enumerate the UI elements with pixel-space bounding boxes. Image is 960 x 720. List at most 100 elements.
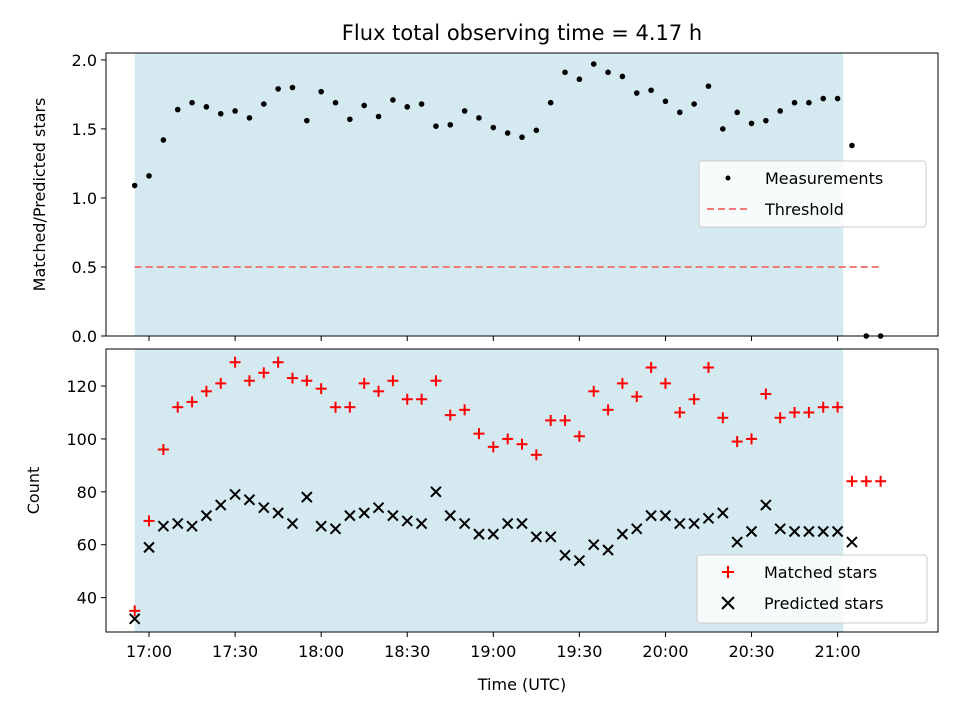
matched-star-point [674, 406, 686, 418]
measurement-point [763, 117, 769, 124]
measurement-point [318, 88, 324, 95]
predicted-star-point [128, 613, 141, 625]
measurement-point [375, 113, 382, 120]
matched-star-point [645, 362, 657, 374]
predicted-star-point [501, 517, 514, 530]
matched-star-point [229, 356, 241, 368]
x-axis-label: Time (UTC) [477, 675, 566, 694]
measurement-point [691, 101, 697, 107]
chart-title: Flux total observing time = 4.17 h [342, 21, 702, 45]
measurement-point [648, 87, 654, 94]
matched-star-point [459, 404, 471, 416]
top-ytick-label: 0.0 [72, 327, 97, 346]
matched-star-point [659, 377, 671, 389]
measurement-point [490, 124, 497, 131]
measurement-point [605, 69, 611, 76]
predicted-star-point [473, 528, 485, 540]
legend-measurements-marker [725, 175, 731, 181]
measurement-point [676, 109, 683, 116]
measurement-point [160, 137, 167, 143]
measurement-point [174, 106, 181, 113]
predicted-star-point [602, 544, 614, 556]
measurement-point [705, 83, 712, 89]
predicted-star-point [516, 517, 528, 530]
predicted-star-point [372, 501, 385, 514]
bottom-xtick-label: 21:00 [815, 642, 861, 661]
measurement-point [590, 61, 597, 67]
matched-star-point [258, 367, 270, 379]
measurement-point [447, 121, 454, 128]
predicted-star-point [760, 499, 772, 511]
measurement-point [203, 104, 210, 110]
bottom-y-axis-label: Count [24, 467, 43, 515]
matched-star-point [731, 436, 743, 448]
matched-star-point [588, 385, 600, 397]
bottom-xtick-label: 19:00 [470, 642, 516, 661]
measurement-point [834, 95, 841, 102]
matched-star-point [430, 375, 442, 387]
predicted-star-point [702, 512, 715, 524]
predicted-star-point [745, 525, 758, 538]
matched-star-point [401, 393, 413, 405]
predicted-star-point [415, 517, 428, 530]
top-ytick-label: 1.5 [72, 120, 97, 139]
matched-star-point [215, 377, 227, 389]
matched-star-point [616, 377, 628, 389]
measurement-point [720, 126, 726, 132]
predicted-star-point [659, 509, 672, 522]
predicted-star-point [803, 525, 815, 538]
predicted-star-point [157, 520, 170, 532]
predicted-star-point [243, 494, 256, 506]
measurement-point [260, 101, 267, 107]
predicted-star-point [229, 488, 241, 501]
predicted-star-point [688, 517, 700, 530]
legend-matched-label: Matched stars [764, 563, 877, 582]
matched-star-point [129, 605, 141, 617]
matched-star-point [545, 414, 557, 426]
predicted-star-point [487, 528, 500, 540]
matched-star-point [315, 383, 327, 395]
matched-star-point [760, 388, 772, 400]
matched-star-point [789, 406, 801, 418]
predicted-star-point [817, 525, 829, 538]
bottom-legend-box [696, 554, 928, 624]
legend-predicted-marker [721, 596, 735, 610]
bottom-xtick-label: 20:30 [728, 642, 774, 661]
matched-star-point [717, 412, 729, 424]
matched-star-point [373, 385, 385, 397]
legend-threshold-label: Threshold [764, 200, 844, 219]
predicted-star-point [631, 523, 643, 535]
bottom-ytick-label: 60 [77, 536, 97, 555]
measurement-point [562, 69, 568, 76]
measurement-point [547, 99, 554, 106]
measurement-point [433, 123, 439, 129]
predicted-star-point [588, 539, 600, 551]
predicted-star-point [717, 507, 729, 519]
matched-star-point [502, 433, 514, 445]
predicted-star-point [616, 528, 629, 540]
matched-star-point [272, 356, 284, 368]
matched-star-point [143, 515, 155, 527]
measurement-point [576, 76, 583, 83]
matched-star-point [817, 401, 829, 413]
top-legend: Measurements Threshold [698, 160, 927, 228]
predicted-star-point [258, 501, 270, 514]
matched-star-point [803, 406, 815, 418]
matched-star-point [860, 475, 872, 487]
measurement-point [347, 116, 353, 123]
predicted-star-point [200, 509, 213, 522]
matched-star-point [387, 375, 399, 387]
measurement-point [820, 95, 827, 102]
predicted-star-point [645, 509, 657, 522]
measurement-point [791, 99, 798, 106]
matched-star-point [702, 362, 714, 374]
matched-star-point [301, 375, 313, 387]
matched-star-point [746, 433, 758, 445]
matched-star-point [200, 385, 212, 397]
matched-star-point [688, 393, 700, 405]
measurement-point [189, 99, 195, 106]
predicted-star-point [401, 515, 413, 527]
matched-star-point [631, 391, 643, 403]
matched-star-point [530, 449, 542, 461]
bottom-ytick-label: 100 [66, 430, 97, 449]
